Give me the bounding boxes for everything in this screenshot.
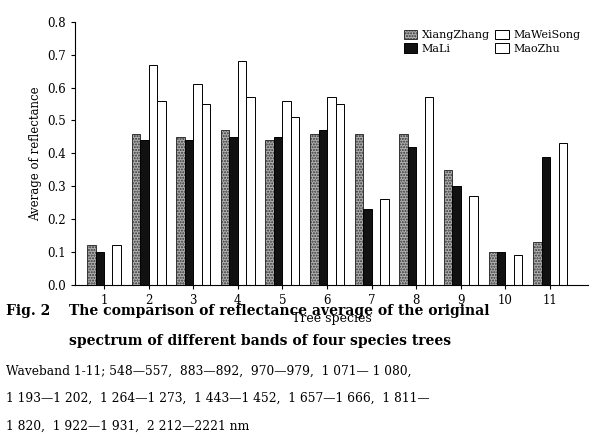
Bar bbox=[542, 157, 550, 285]
Bar bbox=[140, 140, 149, 285]
Bar bbox=[469, 196, 478, 285]
Bar bbox=[283, 101, 291, 285]
Bar bbox=[176, 137, 185, 285]
Text: The comparison of reflectance average of the original: The comparison of reflectance average of… bbox=[69, 304, 490, 318]
Bar bbox=[327, 98, 335, 285]
Bar bbox=[452, 186, 461, 285]
Bar bbox=[319, 131, 327, 285]
Bar bbox=[265, 140, 274, 285]
Bar bbox=[533, 242, 542, 285]
Bar bbox=[246, 98, 255, 285]
Bar bbox=[444, 170, 452, 285]
Bar bbox=[202, 104, 210, 285]
Bar bbox=[221, 131, 229, 285]
Bar bbox=[335, 104, 344, 285]
Text: 1 193—1 202,  1 264—1 273,  1 443—1 452,  1 657—1 666,  1 811—: 1 193—1 202, 1 264—1 273, 1 443—1 452, 1… bbox=[6, 392, 430, 405]
Bar bbox=[363, 209, 371, 285]
Text: Waveband 1-11; 548—557,  883—892,  970—979,  1 071— 1 080,: Waveband 1-11; 548—557, 883—892, 970—979… bbox=[6, 364, 412, 378]
Bar bbox=[408, 147, 416, 285]
Text: 1 820,  1 922—1 931,  2 212—2221 nm: 1 820, 1 922—1 931, 2 212—2221 nm bbox=[6, 420, 250, 433]
Bar bbox=[559, 144, 567, 285]
Legend: XiangZhang, MaLi, MaWeiSong, MaoZhu: XiangZhang, MaLi, MaWeiSong, MaoZhu bbox=[401, 28, 583, 56]
X-axis label: Tree species: Tree species bbox=[292, 312, 371, 325]
Bar bbox=[380, 199, 389, 285]
Bar bbox=[400, 134, 408, 285]
Y-axis label: Average of reflectance: Average of reflectance bbox=[29, 86, 41, 221]
Bar bbox=[157, 101, 166, 285]
Bar bbox=[291, 117, 299, 285]
Bar bbox=[229, 137, 238, 285]
Bar bbox=[238, 61, 246, 285]
Bar bbox=[274, 137, 283, 285]
Bar bbox=[514, 255, 523, 285]
Bar bbox=[95, 252, 104, 285]
Bar bbox=[112, 245, 121, 285]
Bar bbox=[193, 85, 202, 285]
Bar bbox=[488, 252, 497, 285]
Text: spectrum of different bands of four species trees: spectrum of different bands of four spec… bbox=[69, 334, 451, 348]
Bar bbox=[87, 245, 95, 285]
Bar bbox=[355, 134, 363, 285]
Bar bbox=[149, 65, 157, 285]
Bar bbox=[131, 134, 140, 285]
Bar bbox=[497, 252, 505, 285]
Bar bbox=[185, 140, 193, 285]
Bar bbox=[310, 134, 319, 285]
Bar bbox=[425, 98, 433, 285]
Text: Fig. 2: Fig. 2 bbox=[6, 304, 50, 318]
